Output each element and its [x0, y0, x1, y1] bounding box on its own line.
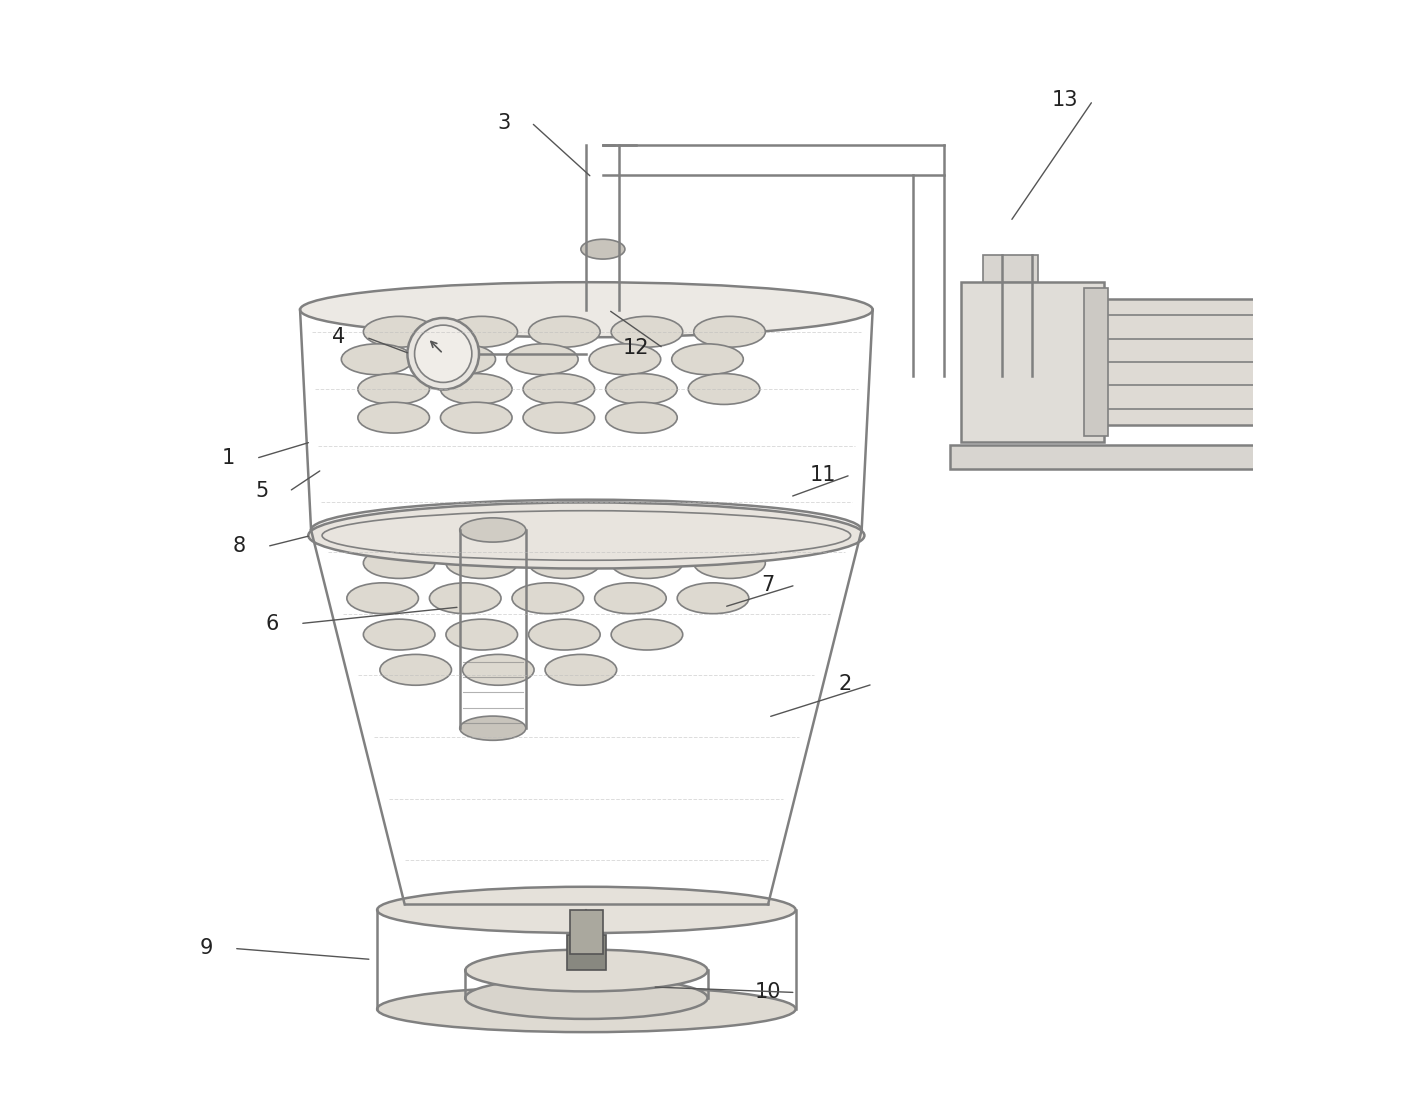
Ellipse shape [1266, 308, 1316, 416]
Text: 6: 6 [265, 614, 279, 634]
Ellipse shape [446, 548, 518, 578]
Bar [567, 935, 605, 970]
Ellipse shape [465, 949, 708, 991]
Ellipse shape [545, 655, 616, 686]
Ellipse shape [424, 343, 496, 374]
Text: 2: 2 [838, 675, 852, 694]
Ellipse shape [694, 317, 765, 347]
Ellipse shape [441, 402, 512, 433]
Ellipse shape [378, 887, 796, 933]
Ellipse shape [446, 619, 518, 650]
Ellipse shape [380, 655, 452, 686]
Ellipse shape [605, 402, 677, 433]
Text: 4: 4 [331, 327, 345, 348]
Ellipse shape [378, 986, 796, 1032]
Ellipse shape [595, 583, 667, 614]
Ellipse shape [694, 548, 765, 578]
Ellipse shape [414, 326, 472, 382]
Ellipse shape [407, 318, 479, 390]
Text: 10: 10 [755, 983, 781, 1002]
Ellipse shape [605, 373, 677, 404]
Text: 9: 9 [199, 938, 213, 958]
Text: 8: 8 [233, 537, 246, 556]
Ellipse shape [528, 548, 600, 578]
Ellipse shape [677, 583, 748, 614]
Ellipse shape [364, 619, 435, 650]
Ellipse shape [524, 373, 595, 404]
Ellipse shape [512, 583, 584, 614]
Ellipse shape [462, 655, 534, 686]
Ellipse shape [430, 583, 501, 614]
Ellipse shape [688, 373, 760, 404]
Ellipse shape [611, 619, 682, 650]
Bar [949, 445, 1302, 469]
Ellipse shape [358, 402, 430, 433]
Text: 12: 12 [623, 338, 649, 359]
Ellipse shape [441, 373, 512, 404]
Ellipse shape [309, 502, 865, 569]
Ellipse shape [507, 343, 578, 374]
Ellipse shape [459, 518, 526, 542]
Bar [1084, 288, 1108, 436]
Bar [960, 283, 1104, 442]
Text: 5: 5 [256, 481, 268, 501]
Bar [983, 255, 1038, 283]
Ellipse shape [364, 317, 435, 347]
Ellipse shape [671, 343, 743, 374]
Ellipse shape [459, 716, 526, 741]
Ellipse shape [358, 373, 430, 404]
Ellipse shape [528, 619, 600, 650]
Text: 1: 1 [222, 448, 234, 468]
Ellipse shape [590, 343, 661, 374]
Text: 13: 13 [1052, 91, 1078, 110]
Ellipse shape [312, 500, 862, 560]
Ellipse shape [528, 317, 600, 347]
Text: 3: 3 [497, 113, 511, 132]
Bar [570, 910, 602, 954]
Ellipse shape [364, 548, 435, 578]
Bar [1104, 299, 1292, 425]
Ellipse shape [347, 583, 418, 614]
Ellipse shape [341, 343, 413, 374]
Ellipse shape [446, 317, 518, 347]
Ellipse shape [300, 283, 873, 337]
Ellipse shape [611, 548, 682, 578]
Ellipse shape [465, 977, 708, 1019]
Ellipse shape [581, 240, 625, 259]
Ellipse shape [611, 317, 682, 347]
Text: 7: 7 [761, 575, 775, 595]
Text: 11: 11 [810, 465, 837, 485]
Ellipse shape [524, 402, 595, 433]
